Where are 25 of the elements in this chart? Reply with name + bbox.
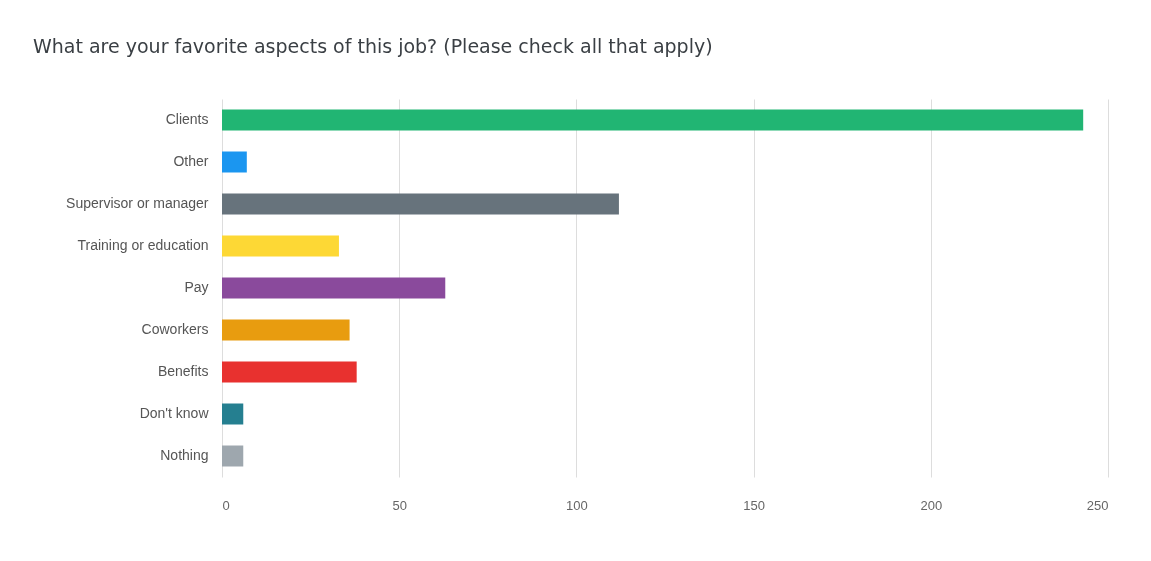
bar [222,277,446,299]
bar [222,193,619,215]
chart-title: What are your favorite aspects of this job? (Please check all that apply) [33,35,713,57]
y-tick-label: Clients [165,111,209,127]
y-tick-label: Training or education [77,237,209,253]
y-tick-label: Benefits [157,363,209,379]
x-tick-label: 200 [920,497,943,513]
y-tick-label: Nothing [160,447,209,463]
bar [222,235,339,257]
bar [222,151,247,173]
x-tick-label: 0 [222,497,230,513]
bar [222,319,350,341]
x-tick-label: 250 [1086,497,1109,513]
y-tick-label: Pay [184,279,209,295]
x-tick-label: 100 [566,497,588,513]
y-tick-label: Supervisor or manager [66,195,209,211]
y-tick-label: Other [173,153,209,169]
bar [222,445,244,467]
bar [222,403,244,425]
x-tick-label: 150 [743,497,765,513]
y-tick-label: Don't know [139,405,210,421]
y-tick-label: Coworkers [141,321,209,337]
bar [222,361,357,383]
bar [222,109,1084,131]
x-tick-label: 50 [392,497,407,513]
